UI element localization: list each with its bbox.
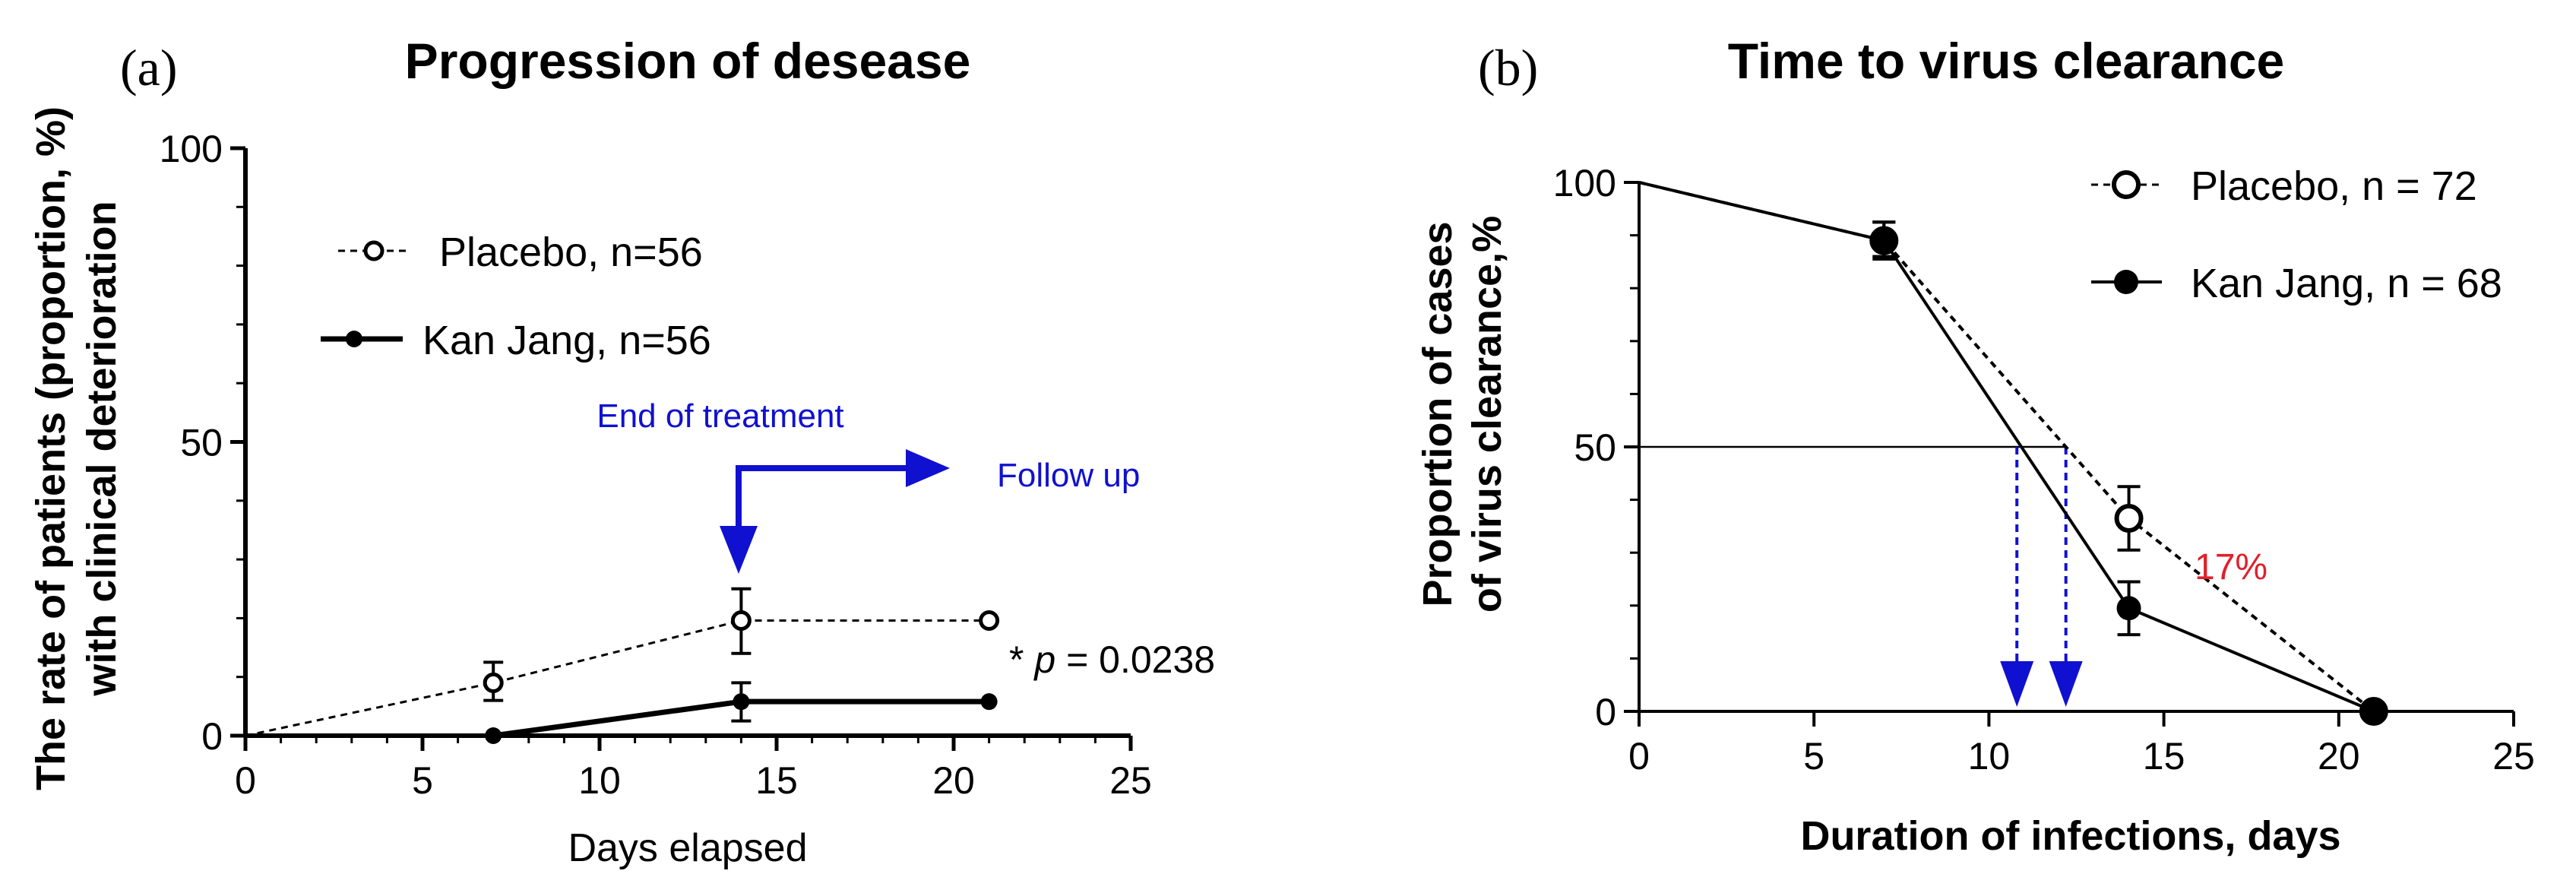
panel-b-ylabel-line2: of virus clearance,% (1464, 216, 1510, 613)
panel-b-letter: (b) (1478, 39, 1538, 97)
panel-a-xlabel: Days elapsed (568, 826, 807, 870)
legend-placebo-label: Placebo, n=56 (439, 230, 703, 275)
panel-b-median-markers (1639, 445, 2083, 707)
end-of-treatment-label: End of treatment (597, 397, 843, 435)
difference-annotation: 17% (2195, 547, 2267, 587)
panel-a-letter: (a) (120, 39, 177, 97)
y-tick-label: 50 (180, 422, 223, 464)
legend-kanjang-label: Kan Jang, n=56 (422, 318, 711, 363)
panel-b-xlabel: Duration of infections, days (1800, 813, 2340, 859)
legend-placebo-marker (363, 240, 385, 261)
x-tick-label: 25 (1109, 759, 1152, 802)
p-value-annotation: * p = 0.0238 (1009, 638, 1215, 681)
legend-kanjang-marker (2114, 270, 2138, 294)
x-tick-label: 15 (755, 759, 798, 802)
legend-placebo-label: Placebo, n = 72 (2191, 163, 2477, 209)
y-tick-label: 100 (1553, 162, 1616, 204)
series-1-line (245, 619, 989, 737)
y-tick-label: 0 (1595, 691, 1616, 733)
x-tick-label: 20 (2318, 735, 2360, 777)
panel-b-legend: Placebo, n = 72 Kan Jang, n = 68 (2091, 163, 2502, 306)
legend-placebo-marker (2112, 170, 2141, 199)
x-tick-label: 10 (578, 759, 621, 802)
x-tick-label: 25 (2492, 735, 2535, 777)
data-point-kanjang (733, 693, 750, 711)
panel-b-x-ticks: 0 5 10 15 20 25 (1628, 711, 2535, 777)
x-tick-label: 10 (1968, 735, 2011, 777)
y-tick-label: 50 (1574, 426, 1616, 469)
x-tick-label: 20 (932, 759, 975, 802)
data-point-placebo (2114, 503, 2144, 533)
data-point-placebo (730, 610, 752, 631)
data-point-kanjang (2116, 596, 2141, 621)
x-tick-label: 15 (2143, 735, 2185, 777)
panel-b: (b) Time to virus clearance Proportion o… (1415, 33, 2535, 859)
median-arrow-icon (2049, 661, 2083, 707)
panel-a-title: Progression of desease (405, 33, 971, 89)
panel-b-series (1638, 181, 2388, 726)
panel-a-ylabel-line1: The rate of patients (proportion, %) (28, 106, 74, 790)
y-tick-label: 0 (201, 715, 223, 758)
panel-a-treatment-annotation: End of treatment Follow up (597, 397, 1140, 574)
panel-b-title: Time to virus clearance (1728, 33, 2284, 89)
series-2-line (1638, 181, 2375, 713)
data-point-kanjang (1872, 228, 1897, 253)
panel-a-x-ticks: 0 5 10 15 20 25 (235, 736, 1152, 802)
end-of-treatment-arrow-icon (720, 526, 758, 574)
data-point-placebo (979, 610, 1000, 631)
legend-kanjang-marker (346, 331, 362, 347)
data-point-placebo (483, 672, 504, 693)
data-point-kanjang (980, 693, 998, 711)
follow-up-label: Follow up (997, 457, 1140, 494)
data-point-kanjang (485, 727, 502, 744)
panel-a-ylabel-line2: with clinical deterioration (79, 201, 125, 696)
x-tick-label: 0 (1628, 735, 1650, 777)
panel-a-legend: Placebo, n=56 Kan Jang, n=56 (321, 230, 711, 363)
panel-b-y-ticks: 0 50 100 (1553, 162, 1639, 733)
p-value-star: * (1009, 638, 1034, 681)
x-tick-label: 5 (1803, 735, 1824, 777)
x-tick-label: 5 (412, 759, 433, 802)
data-point-kanjang (2361, 699, 2386, 724)
panel-a: (a) Progression of desease The rate of p… (28, 33, 1215, 870)
p-value-number: = 0.0238 (1055, 638, 1215, 681)
panel-a-y-ticks: 0 50 100 (160, 128, 245, 758)
panel-b-ylabel-line1: Proportion of cases (1415, 221, 1460, 606)
follow-up-arrow-icon (906, 449, 950, 487)
median-arrow-icon (2000, 661, 2034, 707)
legend-kanjang-label: Kan Jang, n = 68 (2191, 261, 2502, 306)
p-value-p: p (1033, 638, 1055, 681)
x-tick-label: 0 (235, 759, 256, 802)
panel-a-series (245, 587, 1000, 744)
y-tick-label: 100 (160, 128, 223, 170)
